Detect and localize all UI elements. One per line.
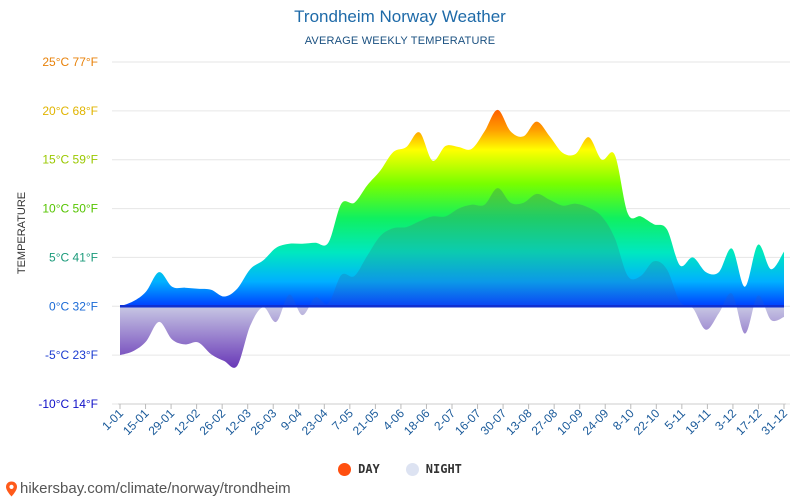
x-tick-label: 17-12 bbox=[733, 406, 765, 438]
x-tick-label: 26-03 bbox=[248, 406, 280, 438]
x-tick-label: 21-05 bbox=[350, 406, 382, 438]
x-tick-label: 30-07 bbox=[478, 406, 510, 438]
night-series-area bbox=[283, 188, 765, 306]
x-tick-label: 19-11 bbox=[683, 406, 714, 437]
y-tick-label: 0°C 32°F bbox=[49, 299, 98, 313]
legend-day[interactable]: DAY bbox=[338, 462, 380, 476]
y-axis-label: TEMPERATURE bbox=[16, 192, 28, 274]
y-tick-label: 20°C 68°F bbox=[42, 104, 98, 118]
x-tick-label: 12-02 bbox=[171, 406, 203, 438]
x-tick-label: 27-08 bbox=[529, 406, 561, 438]
legend-day-label: DAY bbox=[358, 462, 380, 476]
y-tick-label: 25°C 77°F bbox=[42, 55, 98, 69]
chart-subtitle: AVERAGE WEEKLY TEMPERATURE bbox=[304, 35, 496, 47]
data-areas bbox=[120, 109, 784, 368]
chart-legend: DAY NIGHT bbox=[0, 462, 800, 476]
source-link[interactable]: hikersbay.com/climate/norway/trondheim bbox=[5, 480, 291, 497]
y-tick-label: 15°C 59°F bbox=[42, 153, 98, 167]
x-tick-label: 18-06 bbox=[401, 406, 433, 438]
night-dot-icon bbox=[405, 462, 419, 476]
legend-night[interactable]: NIGHT bbox=[405, 462, 462, 476]
night-series-area-below-zero bbox=[120, 306, 784, 368]
x-tick-label: 10-09 bbox=[554, 406, 586, 438]
x-tick-label: 26-02 bbox=[197, 406, 229, 438]
x-tick-label: 31-12 bbox=[759, 406, 791, 438]
x-tick-label: 22-10 bbox=[631, 406, 663, 438]
y-tick-label: 10°C 50°F bbox=[42, 202, 98, 216]
chart-title: Trondheim Norway Weather bbox=[294, 7, 506, 26]
map-pin-icon bbox=[6, 481, 17, 496]
x-tick-label: 16-07 bbox=[452, 406, 484, 438]
x-tick-label: 12-03 bbox=[222, 406, 254, 438]
y-tick-label: 5°C 41°F bbox=[49, 250, 98, 264]
x-tick-label: 24-09 bbox=[580, 406, 612, 438]
y-tick-label: -5°C 23°F bbox=[45, 348, 98, 362]
x-tick-label: 15-01 bbox=[120, 406, 152, 438]
x-tick-label: 23-04 bbox=[299, 406, 331, 438]
x-tick-label: 29-01 bbox=[146, 406, 178, 438]
x-tick-label: 13-08 bbox=[503, 406, 535, 438]
day-dot-icon bbox=[338, 462, 352, 476]
source-text: hikersbay.com/climate/norway/trondheim bbox=[20, 480, 291, 497]
y-tick-label: -10°C 14°F bbox=[38, 397, 98, 411]
legend-night-label: NIGHT bbox=[425, 462, 462, 476]
